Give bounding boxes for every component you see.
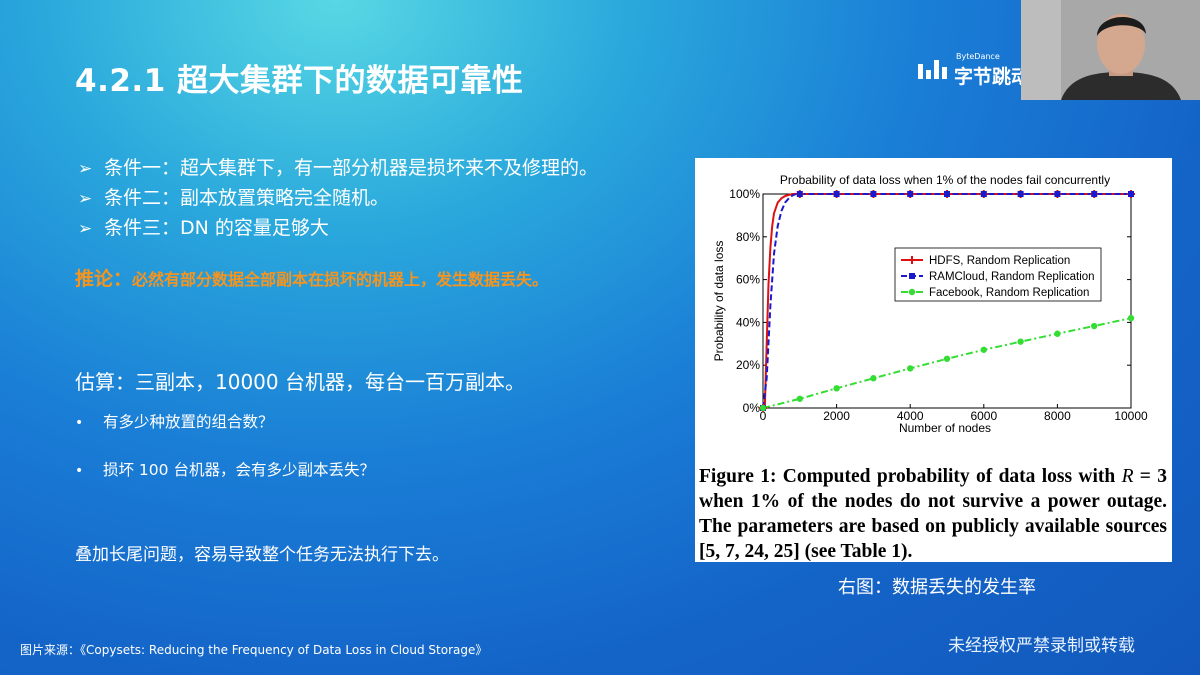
logo-chinese: 字节跳动 bbox=[954, 66, 1031, 88]
condition-text: 条件三：DN 的容量足够大 bbox=[104, 217, 329, 239]
facebook-marker bbox=[1017, 338, 1024, 345]
bytedance-logo-icon bbox=[918, 60, 947, 79]
question-item: • 损坏 100 台机器，会有多少副本丢失？ bbox=[75, 460, 375, 481]
figure-panel: Probability of data loss when 1% of the … bbox=[695, 158, 1172, 562]
legend: HDFS, Random Replication RAMCloud, Random… bbox=[894, 247, 1102, 302]
condition-item: ➢ 条件二：副本放置策略完全随机。 bbox=[78, 184, 598, 214]
bullet-dot-icon: • bbox=[75, 463, 84, 479]
watermark: 未经授权严禁录制或转载 bbox=[948, 636, 1135, 656]
question-item: • 有多少种放置的组合数？ bbox=[75, 412, 375, 433]
long-tail-note: 叠加长尾问题，容易导致整个任务无法执行下去。 bbox=[75, 545, 449, 565]
y-tick-label: 40% bbox=[736, 315, 760, 329]
inference: 推论：必然有部分数据全部副本在损坏的机器上，发生数据丢失。 bbox=[75, 264, 548, 291]
presenter-silhouette-icon bbox=[1021, 0, 1200, 100]
data-loss-chart: Probability of data loss when 1% of the … bbox=[712, 173, 1148, 435]
facebook-marker bbox=[759, 404, 767, 412]
facebook-marker bbox=[943, 355, 951, 362]
condition-item: ➢ 条件一：超大集群下，有一部分机器是损坏来不及修理的。 bbox=[78, 154, 598, 184]
facebook-marker bbox=[796, 395, 803, 402]
question-list: • 有多少种放置的组合数？ • 损坏 100 台机器，会有多少副本丢失？ bbox=[75, 412, 375, 508]
y-tick-label: 60% bbox=[736, 273, 760, 287]
ramcloud-marker bbox=[833, 191, 840, 197]
ramcloud-marker bbox=[870, 191, 877, 197]
figure-description: 右图：数据丢失的发生率 bbox=[838, 577, 1036, 598]
ramcloud-marker bbox=[796, 191, 803, 197]
legend-entry: RAMCloud, Random Replication bbox=[929, 271, 1095, 283]
legend-entry: Facebook, Random Replication bbox=[929, 287, 1089, 299]
ramcloud-marker bbox=[1091, 191, 1098, 197]
y-tick-label: 0% bbox=[743, 401, 761, 415]
chart-title: Probability of data loss when 1% of the … bbox=[780, 173, 1110, 187]
facebook-marker bbox=[907, 365, 914, 372]
x-tick-label: 2000 bbox=[823, 409, 850, 423]
arrow-bullet-icon: ➢ bbox=[78, 159, 93, 179]
condition-text: 条件一：超大集群下，有一部分机器是损坏来不及修理的。 bbox=[104, 157, 599, 179]
ramcloud-marker bbox=[907, 191, 914, 197]
presenter-webcam bbox=[1021, 0, 1200, 100]
ramcloud-marker bbox=[1017, 191, 1024, 197]
arrow-bullet-icon: ➢ bbox=[78, 219, 93, 239]
facebook-marker bbox=[1054, 330, 1061, 337]
question-text: 损坏 100 台机器，会有多少副本丢失？ bbox=[103, 461, 375, 479]
hdfs-marker bbox=[908, 256, 916, 264]
arrow-bullet-icon: ➢ bbox=[78, 189, 93, 209]
condition-item: ➢ 条件三：DN 的容量足够大 bbox=[78, 214, 598, 244]
slide-title: 4.2.1 超大集群下的数据可靠性 bbox=[75, 63, 524, 99]
facebook-marker bbox=[1127, 314, 1135, 322]
legend-box bbox=[894, 247, 1102, 302]
caption-variable: R bbox=[1121, 466, 1134, 487]
bytedance-logo: ByteDance 字节跳动 bbox=[918, 52, 1031, 88]
facebook-marker bbox=[1091, 322, 1098, 330]
figure-caption: Figure 1: Computed probability of data l… bbox=[699, 464, 1167, 564]
inference-text: 必然有部分数据全部副本在损坏的机器上，发生数据丢失。 bbox=[132, 270, 549, 289]
ramcloud-marker bbox=[1128, 191, 1134, 197]
condition-list: ➢ 条件一：超大集群下，有一部分机器是损坏来不及修理的。 ➢ 条件二：副本放置策略完… bbox=[78, 154, 598, 244]
question-text: 有多少种放置的组合数？ bbox=[103, 413, 274, 431]
x-tick-label: 10000 bbox=[1114, 409, 1148, 423]
facebook-series-line bbox=[762, 317, 1132, 409]
x-axis-label: Number of nodes bbox=[899, 421, 991, 435]
x-tick-label: 0 bbox=[760, 409, 767, 423]
caption-part-1: Figure 1: Computed probability of data l… bbox=[699, 466, 1116, 487]
caption-part-2: = 3 when 1% of the nodes do not survive … bbox=[699, 466, 1167, 562]
ramcloud-marker bbox=[980, 191, 987, 197]
facebook-marker bbox=[980, 346, 987, 353]
estimate-text: 估算：三副本，10000 台机器，每台一百万副本。 bbox=[75, 370, 525, 394]
ramcloud-marker bbox=[1054, 191, 1061, 197]
facebook-marker bbox=[908, 288, 916, 296]
bullet-dot-icon: • bbox=[75, 415, 84, 431]
facebook-marker bbox=[833, 385, 840, 392]
y-tick-label: 80% bbox=[736, 230, 760, 244]
y-axis-label: Probability of data loss bbox=[712, 241, 726, 362]
y-tick-label: 100% bbox=[729, 187, 760, 201]
ramcloud-marker bbox=[944, 191, 950, 197]
legend-entry: HDFS, Random Replication bbox=[929, 255, 1070, 267]
x-tick-label: 6000 bbox=[970, 409, 997, 423]
condition-text: 条件二：副本放置策略完全随机。 bbox=[104, 187, 390, 209]
image-source-note: 图片来源：《Copysets: Reducing the Frequency o… bbox=[20, 643, 488, 657]
inference-head: 推论： bbox=[75, 268, 133, 290]
facebook-marker bbox=[870, 375, 877, 382]
x-tick-label: 4000 bbox=[897, 409, 924, 423]
x-tick-label: 8000 bbox=[1044, 409, 1071, 423]
ramcloud-marker bbox=[909, 273, 915, 279]
logo-english: ByteDance bbox=[956, 52, 1000, 61]
y-tick-label: 20% bbox=[736, 358, 760, 372]
